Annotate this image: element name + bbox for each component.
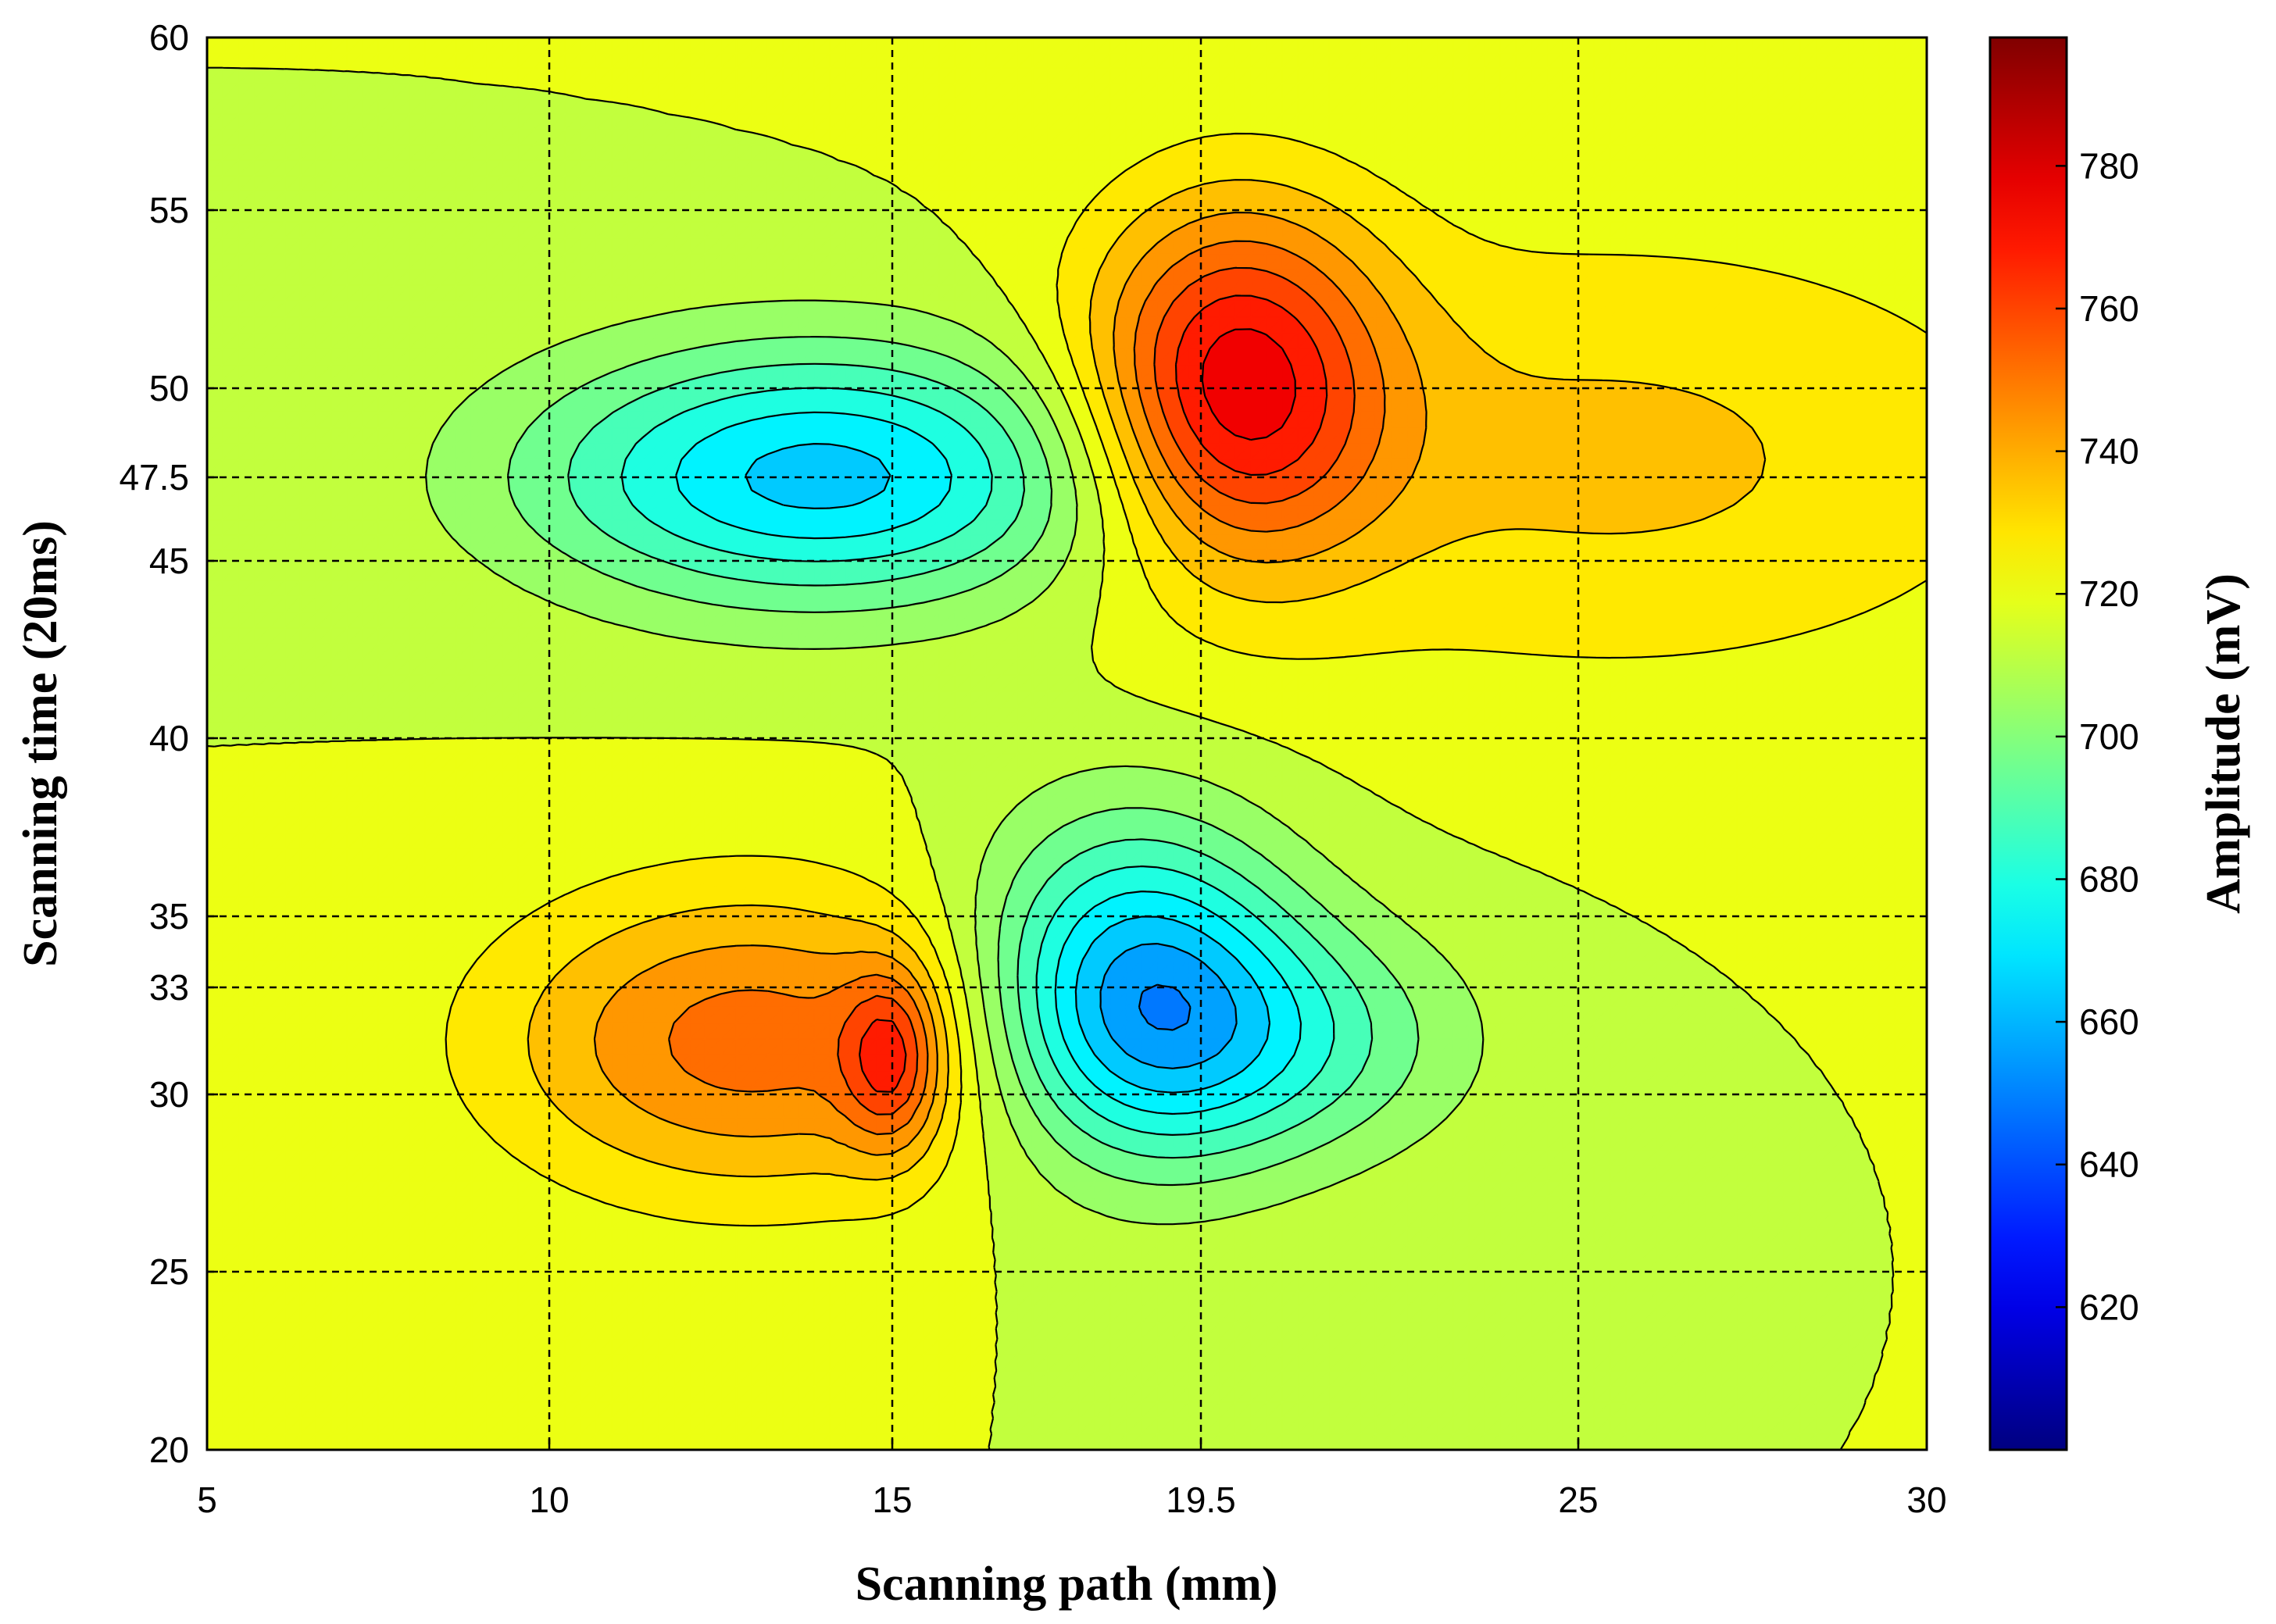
contour-fills bbox=[207, 37, 1927, 1450]
y-tick-label: 35 bbox=[149, 896, 189, 937]
colorbar-tick-label: 700 bbox=[2079, 716, 2139, 757]
colorbar-label: Amplitude (mV) bbox=[2197, 573, 2250, 914]
contour-line bbox=[507, 336, 1420, 1187]
y-tick-label: 30 bbox=[149, 1074, 189, 1115]
contour-line bbox=[837, 266, 1356, 1115]
colorbar-tick-label: 660 bbox=[2079, 1001, 2139, 1042]
colorbar-ticks: 620 640 660 680 700 720 740 760 780 bbox=[2056, 145, 2139, 1327]
colorbar: 620 640 660 680 700 720 740 760 780 bbox=[1988, 36, 2139, 1451]
colorbar-tick-label: 720 bbox=[2079, 573, 2139, 614]
y-tick-label: 25 bbox=[149, 1251, 189, 1292]
colorbar-tick-label: 760 bbox=[2079, 288, 2139, 329]
y-tick-label: 60 bbox=[149, 17, 189, 58]
x-axis-ticks: 5 10 15 19.5 25 30 bbox=[197, 1439, 1947, 1520]
x-tick-label: 10 bbox=[529, 1479, 569, 1520]
contour-line bbox=[567, 362, 1374, 1159]
colorbar-tick-label: 620 bbox=[2079, 1287, 2139, 1327]
y-tick-label: 20 bbox=[149, 1429, 189, 1470]
colorbar-tick-label: 640 bbox=[2079, 1144, 2139, 1185]
contour-line bbox=[1201, 328, 1296, 441]
y-tick-label: 47.5 bbox=[119, 457, 189, 498]
contour-line bbox=[859, 294, 1328, 1093]
x-tick-label: 5 bbox=[197, 1479, 217, 1520]
contour-line bbox=[1099, 943, 1238, 1069]
contour-lines bbox=[207, 66, 1927, 1450]
y-tick-label: 33 bbox=[149, 967, 189, 1008]
contour-line bbox=[593, 211, 1427, 1156]
colorbar-tick-label: 680 bbox=[2079, 858, 2139, 899]
y-axis-ticks: 20 25 30 33 35 40 45 47.5 50 55 60 bbox=[119, 17, 218, 1470]
x-tick-label: 15 bbox=[872, 1479, 912, 1520]
y-tick-label: 55 bbox=[149, 190, 189, 230]
plot-area bbox=[205, 36, 1928, 1451]
contour-line bbox=[668, 240, 1386, 1136]
grid-lines bbox=[207, 37, 1927, 1450]
plot-frame bbox=[205, 36, 1928, 1451]
contour-band bbox=[1099, 942, 1238, 1069]
y-tick-label: 45 bbox=[149, 541, 189, 581]
colorbar-tick-label: 780 bbox=[2079, 145, 2139, 186]
contour-band bbox=[207, 37, 1927, 1450]
x-axis-label: Scanning path (mm) bbox=[856, 1558, 1278, 1611]
contour-line bbox=[527, 179, 1767, 1181]
colorbar-tick-label: 740 bbox=[2079, 431, 2139, 472]
y-axis-label: Scanning time (20ms) bbox=[14, 520, 67, 967]
x-tick-label: 19.5 bbox=[1166, 1479, 1236, 1520]
contour-line bbox=[207, 66, 1895, 1450]
contour-line bbox=[745, 443, 1271, 1094]
contour-line bbox=[445, 132, 1927, 1227]
x-tick-label: 25 bbox=[1558, 1479, 1598, 1520]
x-tick-label: 30 bbox=[1906, 1479, 1946, 1520]
contour-line bbox=[425, 299, 1485, 1226]
colorbar-gradient bbox=[1988, 36, 2068, 1451]
y-tick-label: 40 bbox=[149, 718, 189, 758]
y-tick-label: 50 bbox=[149, 368, 189, 409]
